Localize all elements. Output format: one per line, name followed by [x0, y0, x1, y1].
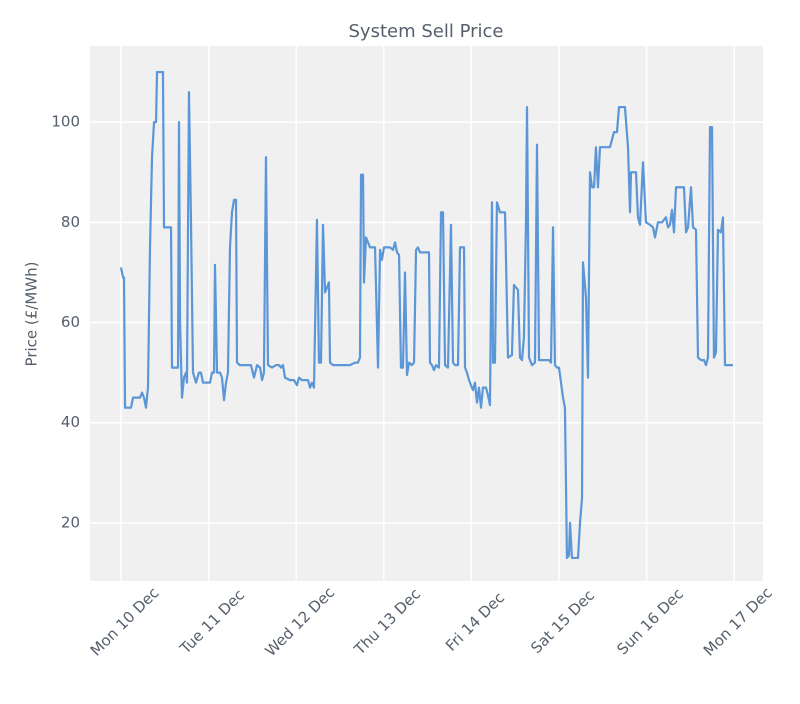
y-tick-label: 100: [51, 113, 80, 131]
x-tick-label: Sat 15 Dec: [527, 586, 598, 657]
y-tick-label: 40: [61, 413, 80, 431]
y-tick-label: 20: [61, 513, 80, 531]
y-tick-label: 80: [61, 213, 80, 231]
x-tick-label: Mon 10 Dec: [87, 584, 163, 660]
x-tick-label: Sun 16 Dec: [613, 585, 687, 659]
x-tick-label: Mon 17 Dec: [700, 584, 776, 660]
plot-area: [90, 46, 763, 581]
y-tick-label: 60: [61, 313, 80, 331]
x-tick-label: Fri 14 Dec: [442, 589, 508, 655]
x-tick-label: Thu 13 Dec: [350, 585, 424, 659]
line: [119, 70, 733, 560]
x-tick-label: Tue 11 Dec: [176, 586, 248, 658]
x-tick-label: Wed 12 Dec: [262, 583, 339, 660]
chart-title: System Sell Price: [349, 21, 504, 42]
y-axis-label: Price (£/MWh): [23, 262, 41, 367]
